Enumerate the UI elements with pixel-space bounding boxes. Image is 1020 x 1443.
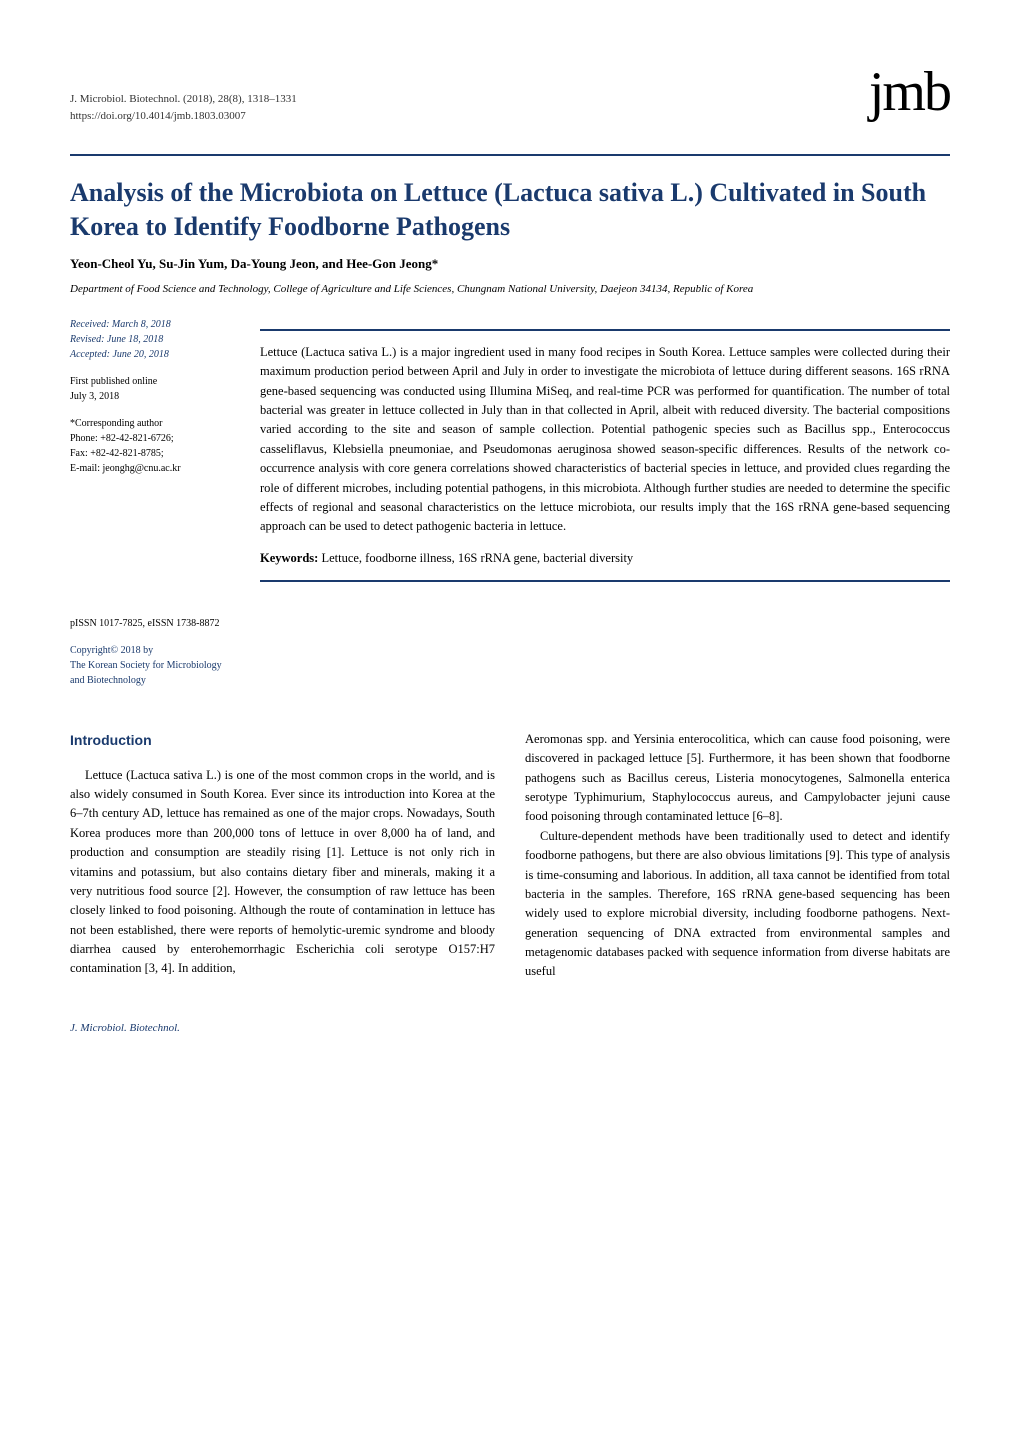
journal-logo: jmb (869, 60, 950, 124)
received-date: Received: March 8, 2018 (70, 317, 240, 332)
revised-date: Revised: June 18, 2018 (70, 332, 240, 347)
copyright-line2: The Korean Society for Microbiology (70, 658, 240, 673)
header-row: J. Microbiol. Biotechnol. (2018), 28(8),… (70, 60, 950, 124)
abstract-top-divider (260, 329, 950, 331)
journal-doi: https://doi.org/10.4014/jmb.1803.03007 (70, 108, 297, 125)
body-columns: Introduction Lettuce (Lactuca sativa L.)… (70, 730, 950, 982)
corresponding-label: *Corresponding author (70, 416, 240, 431)
accepted-date: Accepted: June 20, 2018 (70, 347, 240, 362)
copyright-block: Copyright© 2018 by The Korean Society fo… (70, 643, 240, 688)
page-footer: J. Microbiol. Biotechnol. (70, 1022, 950, 1034)
corresponding-block: *Corresponding author Phone: +82-42-821-… (70, 416, 240, 476)
body-paragraph: Lettuce (Lactuca sativa L.) is one of th… (70, 766, 495, 979)
first-published-date: July 3, 2018 (70, 389, 240, 404)
abstract-bottom-divider (260, 580, 950, 582)
top-divider (70, 154, 950, 156)
issn-text: pISSN 1017-7825, eISSN 1738-8872 (70, 616, 240, 631)
corresponding-fax: Fax: +82-42-821-8785; (70, 446, 240, 461)
copyright-line3: and Biotechnology (70, 673, 240, 688)
journal-info: J. Microbiol. Biotechnol. (2018), 28(8),… (70, 91, 297, 124)
body-column-left: Introduction Lettuce (Lactuca sativa L.)… (70, 730, 495, 982)
meta-column: Received: March 8, 2018 Revised: June 18… (70, 317, 240, 700)
corresponding-phone: Phone: +82-42-821-6726; (70, 431, 240, 446)
keywords-block: Keywords: Lettuce, foodborne illness, 16… (260, 549, 950, 568)
introduction-heading: Introduction (70, 730, 495, 752)
article-authors: Yeon-Cheol Yu, Su-Jin Yum, Da-Young Jeon… (70, 256, 950, 272)
body-column-right: Aeromonas spp. and Yersinia enterocoliti… (525, 730, 950, 982)
article-affiliation: Department of Food Science and Technolog… (70, 282, 950, 297)
keywords-text: Lettuce, foodborne illness, 16S rRNA gen… (318, 551, 633, 565)
copyright-line1: Copyright© 2018 by (70, 643, 240, 658)
first-published-block: First published online July 3, 2018 (70, 374, 240, 404)
article-title: Analysis of the Microbiota on Lettuce (L… (70, 176, 950, 244)
keywords-label: Keywords: (260, 551, 318, 565)
footer-journal-abbrev: J. Microbiol. Biotechnol. (70, 1022, 180, 1034)
body-paragraph: Culture-dependent methods have been trad… (525, 827, 950, 982)
dates-block: Received: March 8, 2018 Revised: June 18… (70, 317, 240, 362)
issn-block: pISSN 1017-7825, eISSN 1738-8872 (70, 616, 240, 631)
first-published-label: First published online (70, 374, 240, 389)
body-paragraph: Aeromonas spp. and Yersinia enterocoliti… (525, 730, 950, 827)
journal-citation: J. Microbiol. Biotechnol. (2018), 28(8),… (70, 91, 297, 108)
abstract-column: Lettuce (Lactuca sativa L.) is a major i… (260, 317, 950, 700)
corresponding-email: E-mail: jeonghg@cnu.ac.kr (70, 461, 240, 476)
abstract-text: Lettuce (Lactuca sativa L.) is a major i… (260, 343, 950, 537)
meta-abstract-row: Received: March 8, 2018 Revised: June 18… (70, 317, 950, 700)
